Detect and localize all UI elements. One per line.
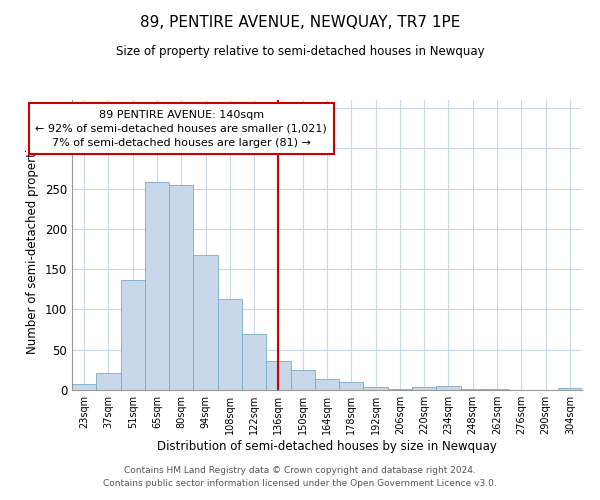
- Bar: [290, 370, 315, 390]
- Bar: [388, 389, 412, 390]
- Text: 89, PENTIRE AVENUE, NEWQUAY, TR7 1PE: 89, PENTIRE AVENUE, NEWQUAY, TR7 1PE: [140, 15, 460, 30]
- Bar: [485, 389, 509, 390]
- Text: Size of property relative to semi-detached houses in Newquay: Size of property relative to semi-detach…: [116, 45, 484, 58]
- Bar: [72, 384, 96, 390]
- Text: Contains HM Land Registry data © Crown copyright and database right 2024.
Contai: Contains HM Land Registry data © Crown c…: [103, 466, 497, 487]
- Bar: [266, 361, 290, 390]
- Bar: [218, 299, 242, 390]
- Bar: [193, 254, 218, 390]
- Bar: [315, 378, 339, 390]
- Bar: [339, 382, 364, 390]
- Bar: [96, 373, 121, 390]
- Y-axis label: Number of semi-detached properties: Number of semi-detached properties: [26, 136, 40, 354]
- Text: 89 PENTIRE AVENUE: 140sqm
← 92% of semi-detached houses are smaller (1,021)
7% o: 89 PENTIRE AVENUE: 140sqm ← 92% of semi-…: [35, 110, 327, 148]
- Bar: [169, 184, 193, 390]
- Bar: [121, 280, 145, 390]
- Bar: [461, 389, 485, 390]
- Bar: [558, 388, 582, 390]
- Bar: [412, 387, 436, 390]
- Bar: [364, 387, 388, 390]
- Bar: [436, 386, 461, 390]
- X-axis label: Distribution of semi-detached houses by size in Newquay: Distribution of semi-detached houses by …: [157, 440, 497, 453]
- Bar: [242, 334, 266, 390]
- Bar: [145, 182, 169, 390]
